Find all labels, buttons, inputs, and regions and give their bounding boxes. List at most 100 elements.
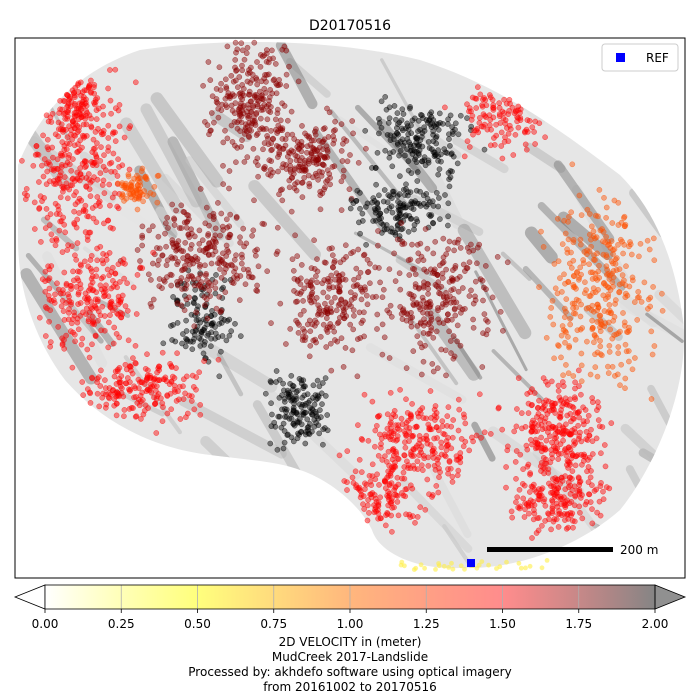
velocity-point [291, 136, 298, 142]
velocity-point [191, 233, 198, 240]
velocity-point [304, 143, 311, 150]
velocity-point [283, 71, 290, 78]
velocity-point [219, 333, 226, 339]
velocity-point [432, 403, 439, 409]
colorbar-extend-low [13, 584, 46, 610]
velocity-point [70, 156, 76, 162]
velocity-point [344, 479, 350, 486]
velocity-point [45, 146, 52, 153]
velocity-point [577, 509, 583, 516]
velocity-point [95, 200, 102, 206]
velocity-point [94, 245, 100, 252]
velocity-point [301, 168, 308, 174]
velocity-point [561, 502, 568, 509]
velocity-point [331, 328, 338, 335]
velocity-point [116, 365, 123, 371]
velocity-point [425, 291, 431, 297]
velocity-point [249, 71, 256, 78]
velocity-point [310, 382, 317, 389]
velocity-point [589, 395, 596, 401]
velocity-point [621, 277, 627, 284]
velocity-point [63, 282, 70, 288]
velocity-point [589, 482, 595, 489]
velocity-point [270, 55, 276, 62]
velocity-point [424, 476, 431, 483]
velocity-point [95, 105, 102, 112]
velocity-point [311, 137, 317, 144]
velocity-point [391, 103, 398, 109]
velocity-point [589, 438, 596, 445]
velocity-point [248, 274, 255, 281]
velocity-point [329, 252, 336, 259]
velocity-point [358, 296, 365, 303]
velocity-point [615, 222, 622, 228]
velocity-point [357, 205, 363, 212]
velocity-point [349, 474, 356, 481]
velocity-point [504, 447, 511, 454]
velocity-point [466, 108, 472, 115]
velocity-point [59, 297, 66, 304]
velocity-point [154, 369, 160, 376]
velocity-point [336, 283, 343, 290]
velocity-point [192, 286, 199, 293]
velocity-point [84, 110, 90, 116]
velocity-point [408, 170, 415, 176]
velocity-point [420, 115, 426, 122]
velocity-point [659, 290, 665, 297]
velocity-point [111, 373, 118, 380]
velocity-point [615, 241, 621, 248]
velocity-point [366, 472, 373, 479]
velocity-point [369, 473, 376, 480]
velocity-point [205, 232, 211, 239]
velocity-point [531, 129, 537, 135]
velocity-point [412, 284, 419, 290]
velocity-point [450, 566, 456, 572]
velocity-point [490, 107, 497, 113]
velocity-point [535, 444, 542, 451]
velocity-point [210, 210, 217, 217]
velocity-point [324, 294, 331, 301]
velocity-point [55, 133, 62, 140]
velocity-point [54, 156, 61, 163]
velocity-point [379, 351, 386, 358]
velocity-point [355, 422, 361, 428]
velocity-point [376, 130, 382, 137]
velocity-point [424, 280, 431, 287]
velocity-point [567, 321, 574, 328]
velocity-point [316, 168, 323, 175]
velocity-point [80, 121, 87, 128]
velocity-point [139, 234, 146, 241]
velocity-point [449, 473, 456, 480]
velocity-point [134, 172, 140, 179]
velocity-point [480, 330, 486, 337]
velocity-point [413, 187, 420, 194]
velocity-point [257, 52, 264, 58]
velocity-point [544, 411, 551, 417]
velocity-point [568, 418, 574, 425]
velocity-point [324, 149, 331, 155]
colorbar-tick-label: 1.25 [413, 617, 440, 631]
velocity-point [113, 400, 120, 407]
hillshade-stroke [85, 310, 116, 348]
velocity-point [552, 431, 559, 437]
velocity-point [367, 280, 373, 287]
velocity-point [330, 133, 337, 140]
velocity-point [324, 412, 331, 418]
velocity-point [398, 117, 405, 124]
velocity-point [159, 418, 166, 425]
velocity-point [233, 68, 239, 74]
velocity-point [439, 423, 446, 430]
velocity-point [299, 180, 305, 186]
velocity-point [88, 77, 94, 84]
velocity-point [376, 482, 382, 488]
velocity-point [103, 401, 110, 408]
velocity-point [155, 233, 162, 240]
velocity-point [295, 329, 302, 336]
velocity-point [433, 410, 440, 416]
velocity-point [318, 414, 324, 420]
velocity-point [390, 149, 397, 155]
velocity-point [177, 416, 184, 422]
velocity-point [229, 107, 236, 114]
velocity-point [294, 179, 301, 186]
velocity-point [91, 302, 98, 309]
